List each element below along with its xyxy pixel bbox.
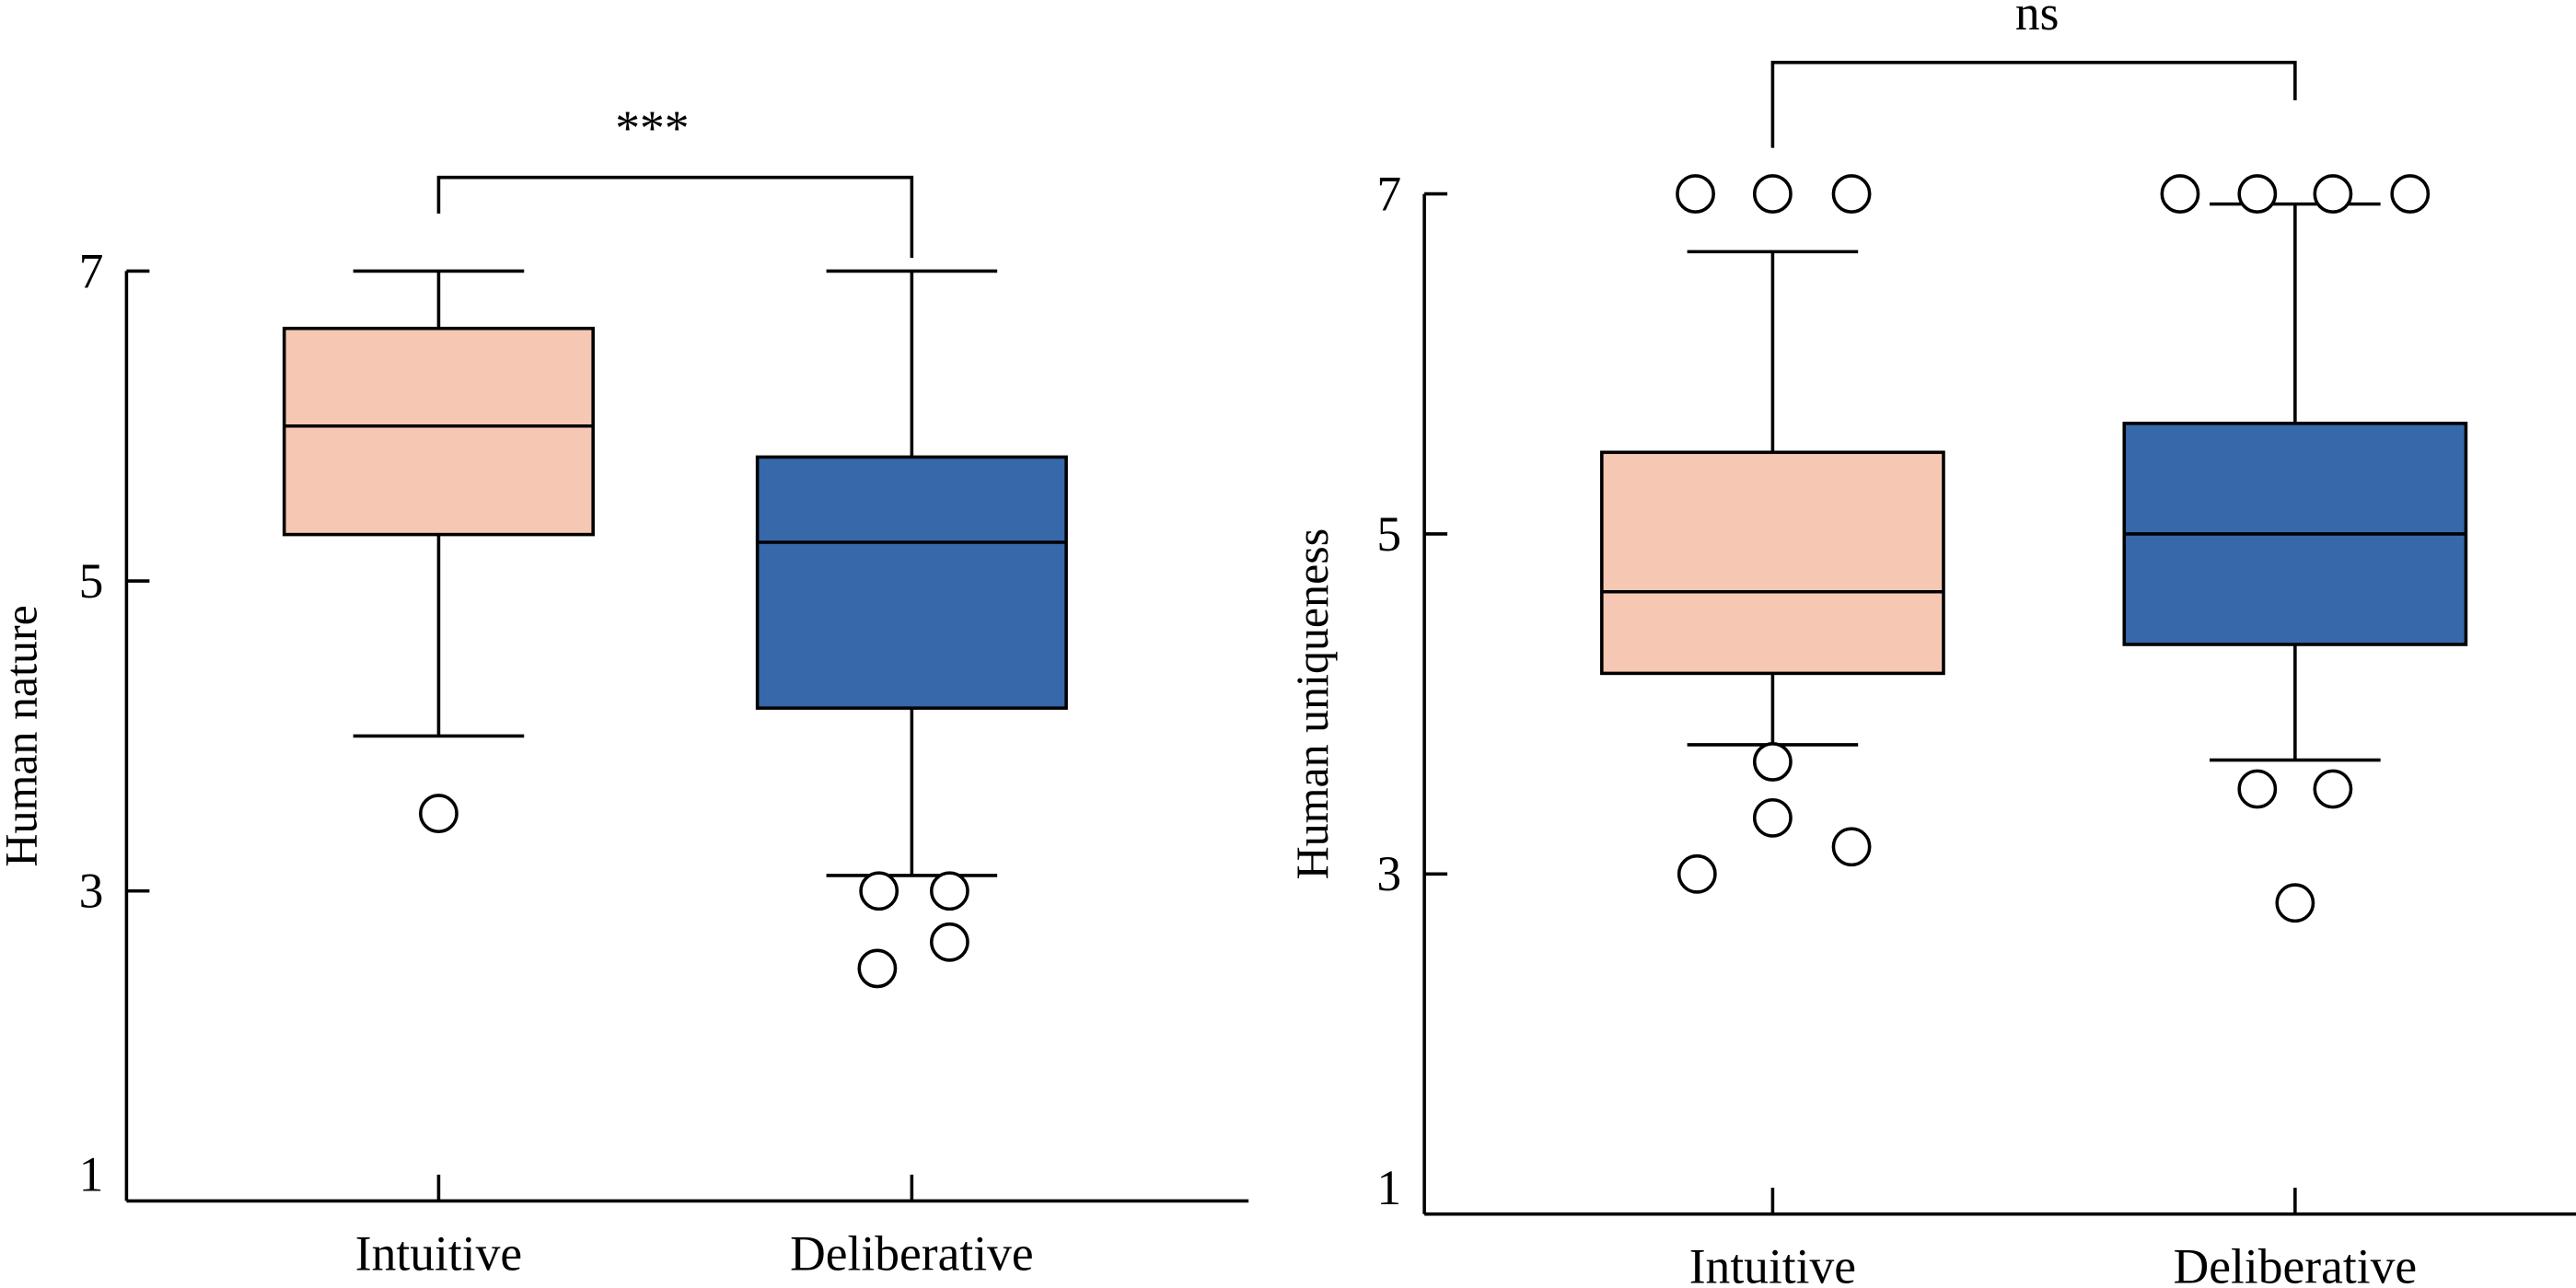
outlier-point <box>2160 174 2200 214</box>
outlier-point <box>1831 827 1872 867</box>
y-tick-label: 1 <box>79 1147 104 1202</box>
outlier-point <box>1676 174 1715 214</box>
box-intuitive <box>1600 174 1945 894</box>
y-axis-title: Human nature <box>0 605 46 866</box>
significance-bracket <box>1770 61 2297 148</box>
box-deliberative <box>2122 174 2468 923</box>
outlier-point <box>1831 174 1872 214</box>
y-tick-label: 5 <box>1376 506 1401 562</box>
outlier-point <box>2313 174 2353 214</box>
y-tick-label: 5 <box>79 553 104 609</box>
outlier-point <box>2390 174 2431 214</box>
outlier-point <box>2275 883 2315 923</box>
outlier-point <box>419 794 458 834</box>
human-uniqueness-boxplot: 1 3 5 7 Human uniqueness Intuitive Deliberativ… <box>1286 0 2576 1288</box>
y-tick-label: 3 <box>1376 846 1401 901</box>
significance-label: *** <box>615 100 689 156</box>
iqr-box <box>1600 450 1945 676</box>
outlier-point <box>929 922 969 962</box>
x-tick-label: Intuitive <box>1689 1239 1856 1288</box>
outlier-point <box>929 871 969 911</box>
y-tick-label: 3 <box>79 864 104 919</box>
outlier-point <box>1752 174 1793 214</box>
iqr-box <box>755 455 1068 710</box>
outlier-point <box>2237 174 2278 214</box>
human-nature-boxplot: 1 3 5 7 Human nature Intuitive Deliberative *** <box>0 100 1249 1281</box>
outlier-point <box>2237 769 2278 809</box>
outlier-point <box>1752 742 1793 782</box>
y-tick-label: 7 <box>79 243 104 298</box>
y-tick-label: 7 <box>1376 166 1401 221</box>
outlier-point <box>2313 769 2353 809</box>
outlier-point <box>1677 853 1717 894</box>
x-tick-label: Deliberative <box>2174 1239 2417 1288</box>
x-tick-label: Intuitive <box>355 1225 522 1281</box>
y-tick-label: 1 <box>1376 1160 1401 1215</box>
outlier-point <box>857 948 898 989</box>
outlier-point <box>859 871 899 911</box>
outlier-point <box>1752 797 1793 838</box>
box-intuitive <box>282 269 595 834</box>
significance-bracket <box>436 175 914 259</box>
significance-label: ns <box>2015 0 2060 41</box>
x-tick-label: Deliberative <box>790 1225 1033 1281</box>
y-axis-title: Human uniqueness <box>1286 528 1338 880</box>
iqr-box <box>282 326 595 537</box>
box-deliberative <box>755 269 1068 989</box>
